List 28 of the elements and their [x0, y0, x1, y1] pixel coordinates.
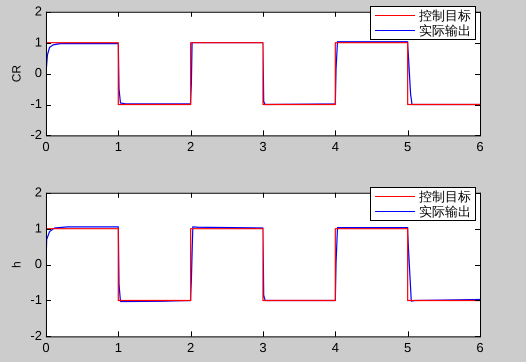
- x-tick-label: 4: [332, 138, 339, 154]
- y-tick-label: 2: [34, 184, 42, 200]
- legend-label: 控制目标: [419, 189, 471, 204]
- x-tick-label: 2: [187, 340, 194, 355]
- y-axis-title: CR: [10, 64, 24, 82]
- y-tick-label: -1: [30, 292, 42, 308]
- x-tick-label: 1: [114, 340, 122, 355]
- y-axis-title: h: [10, 261, 24, 268]
- y-tick-label: -2: [30, 328, 42, 343]
- x-tick-label: 6: [476, 138, 484, 154]
- legend-label: 实际输出: [419, 23, 471, 38]
- legend-label: 实际输出: [419, 204, 471, 219]
- y-tick-label: 2: [34, 3, 42, 18]
- x-tick-label: 5: [404, 138, 412, 154]
- x-tick-label: 2: [187, 138, 194, 154]
- x-tick-label: 3: [259, 138, 267, 154]
- x-tick-label: 5: [404, 340, 412, 355]
- x-tick-label: 6: [476, 340, 484, 355]
- x-tick-label: 1: [114, 138, 122, 154]
- y-tick-label: 0: [34, 256, 42, 272]
- y-tick-label: 1: [34, 34, 42, 50]
- legend-label: 控制目标: [419, 8, 471, 23]
- y-tick-label: -1: [30, 96, 42, 112]
- y-tick-label: 1: [34, 220, 42, 236]
- y-tick-label: -2: [30, 126, 42, 142]
- x-tick-label: 3: [259, 340, 267, 355]
- y-tick-label: 0: [34, 65, 42, 80]
- x-tick-label: 4: [332, 340, 339, 355]
